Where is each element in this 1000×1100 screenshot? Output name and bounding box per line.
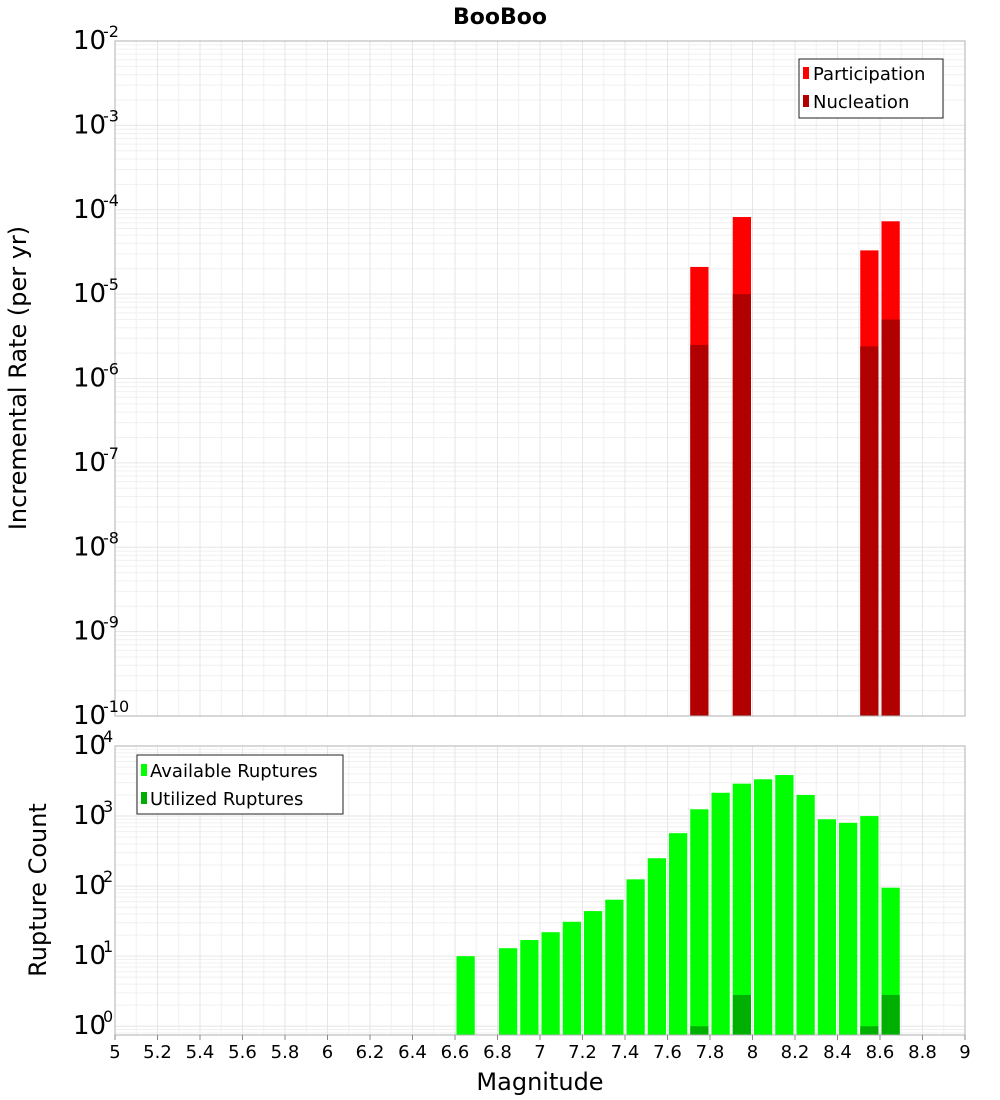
- bar-available-ruptures: [817, 819, 836, 1035]
- x-tick-label: 8.8: [908, 1042, 937, 1063]
- bar-available-ruptures: [839, 822, 858, 1035]
- bar-available-ruptures: [690, 809, 709, 1035]
- legend-swatch-available-ruptures: [141, 764, 147, 776]
- chart-title: BooBoo: [453, 5, 547, 30]
- bottom-legend: Available Ruptures Utilized Ruptures: [136, 754, 344, 815]
- bar-available-ruptures: [711, 792, 730, 1035]
- x-axis-title: Magnitude: [476, 1068, 603, 1096]
- bar-nucleation: [690, 344, 709, 716]
- x-tick-label: 9: [959, 1042, 970, 1063]
- y-tick-label: 10: [73, 617, 106, 647]
- y-tick-label: 10: [73, 110, 106, 140]
- x-tick-label: 6.4: [398, 1042, 427, 1063]
- y-tick-label: 10: [73, 532, 106, 562]
- y-tick-exponent: -3: [103, 106, 119, 125]
- y-tick-label: 10: [73, 195, 106, 225]
- bar-nucleation: [732, 294, 751, 716]
- x-tick-label: 7.8: [696, 1042, 725, 1063]
- x-tick-label: 8.2: [781, 1042, 810, 1063]
- bar-available-ruptures: [605, 899, 624, 1035]
- y-tick-exponent: 1: [103, 937, 113, 956]
- y-tick-label: 10: [73, 26, 106, 56]
- bar-available-ruptures: [562, 921, 581, 1035]
- bar-available-ruptures: [754, 779, 773, 1035]
- x-tick-label: 8.4: [823, 1042, 852, 1063]
- x-tick-label: 7.6: [653, 1042, 682, 1063]
- bar-nucleation: [860, 346, 879, 716]
- y-tick-label: 10: [73, 941, 106, 971]
- y-tick-label: 10: [73, 731, 106, 761]
- x-tick-label: 5.6: [228, 1042, 257, 1063]
- x-tick-label: 7.4: [611, 1042, 640, 1063]
- bar-utilized-ruptures: [690, 1026, 709, 1035]
- bar-available-ruptures: [584, 911, 603, 1035]
- x-tick-label: 5.4: [186, 1042, 215, 1063]
- bar-available-ruptures: [456, 956, 475, 1035]
- legend-swatch-participation: [803, 67, 809, 79]
- y-tick-exponent: -4: [103, 191, 119, 210]
- y-tick-exponent: 2: [103, 867, 113, 886]
- y-tick-exponent: -8: [103, 528, 119, 547]
- bar-available-ruptures: [775, 775, 794, 1035]
- y-tick-exponent: 3: [103, 797, 113, 816]
- bottom-legend-box: [136, 754, 344, 815]
- y-tick-exponent: -9: [103, 613, 119, 632]
- legend-label-nucleation: Nucleation: [813, 92, 909, 113]
- x-tick-label: 6.8: [483, 1042, 512, 1063]
- legend-swatch-utilized-ruptures: [141, 792, 147, 804]
- bar-available-ruptures: [796, 794, 815, 1035]
- legend-label-available-ruptures: Available Ruptures: [150, 761, 318, 782]
- bar-available-ruptures: [669, 833, 688, 1035]
- y-tick-exponent: 0: [103, 1007, 113, 1026]
- y-tick-exponent: -2: [103, 22, 119, 41]
- bar-available-ruptures: [541, 932, 560, 1035]
- x-tick-label: 8.6: [866, 1042, 895, 1063]
- bottom-y-axis-title: Rupture Count: [24, 803, 52, 977]
- bar-available-ruptures: [520, 940, 539, 1035]
- plot-frame: [114, 40, 966, 717]
- x-tick-label: 7.2: [568, 1042, 597, 1063]
- bar-available-ruptures: [732, 783, 751, 1035]
- top-legend: Participation Nucleation: [798, 58, 944, 119]
- bar-available-ruptures: [860, 816, 879, 1035]
- y-tick-label: 10: [73, 448, 106, 478]
- y-tick-exponent: -7: [103, 444, 119, 463]
- bar-nucleation: [881, 319, 900, 716]
- x-tick-label: 8: [747, 1042, 758, 1063]
- y-tick-label: 10: [73, 1011, 106, 1041]
- top-legend-box: [798, 58, 944, 119]
- x-tick-label: 6.6: [441, 1042, 470, 1063]
- legend-swatch-nucleation: [803, 95, 809, 107]
- legend-label-participation: Participation: [813, 64, 925, 85]
- x-tick-label: 5: [109, 1042, 120, 1063]
- bar-available-ruptures: [626, 879, 645, 1035]
- y-tick-label: 10: [73, 364, 106, 394]
- y-tick-exponent: -6: [103, 360, 119, 379]
- y-tick-label: 10: [73, 871, 106, 901]
- bar-available-ruptures: [499, 948, 518, 1035]
- x-tick-label: 6: [322, 1042, 333, 1063]
- y-tick-exponent: -10: [103, 697, 129, 716]
- bar-utilized-ruptures: [860, 1026, 879, 1035]
- x-tick-label: 5.2: [143, 1042, 172, 1063]
- y-tick-exponent: 4: [103, 727, 113, 746]
- y-tick-label: 10: [73, 701, 106, 731]
- legend-label-utilized-ruptures: Utilized Ruptures: [150, 789, 303, 810]
- x-tick-label: 5.8: [271, 1042, 300, 1063]
- y-tick-exponent: -5: [103, 275, 119, 294]
- bar-utilized-ruptures: [881, 994, 900, 1035]
- x-tick-label: 7: [534, 1042, 545, 1063]
- y-tick-label: 10: [73, 279, 106, 309]
- bar-available-ruptures: [647, 858, 666, 1035]
- x-tick-label: 6.2: [356, 1042, 385, 1063]
- y-tick-label: 10: [73, 801, 106, 831]
- top-y-axis-title: Incremental Rate (per yr): [4, 226, 32, 530]
- bar-utilized-ruptures: [732, 994, 751, 1035]
